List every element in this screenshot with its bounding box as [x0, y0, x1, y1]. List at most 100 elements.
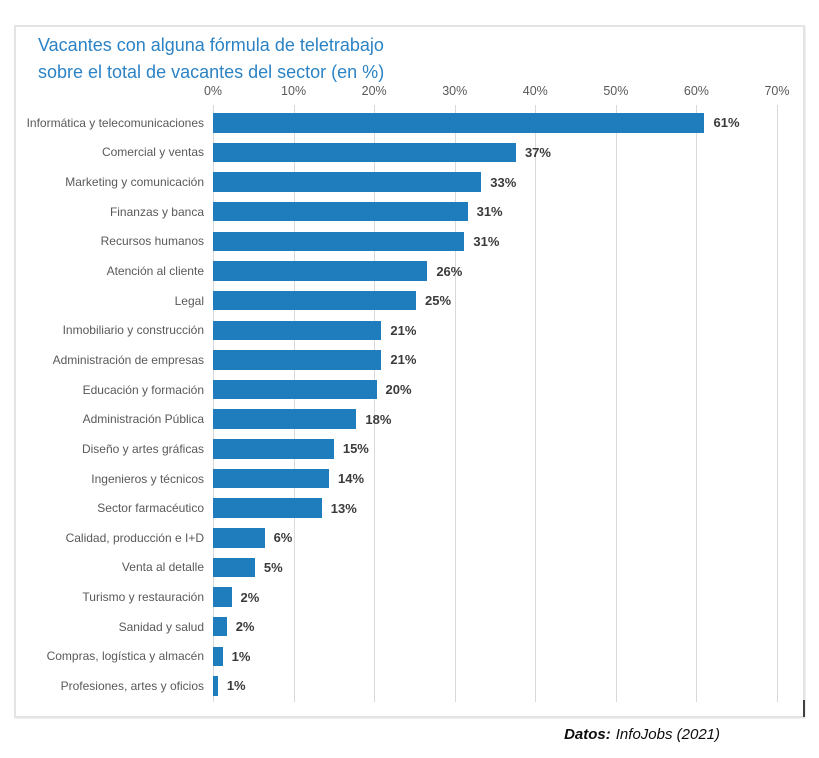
value-label: 1% — [231, 648, 251, 664]
value-label: 2% — [240, 589, 260, 605]
x-tick-label: 70% — [764, 84, 790, 98]
category-label: Sanidad y salud — [118, 619, 204, 634]
category-label: Informática y telecomunicaciones — [26, 115, 204, 130]
gridline-10% — [293, 105, 295, 702]
axis-end-tick — [803, 700, 805, 717]
value-label: 15% — [342, 441, 369, 457]
bar-row: Sanidad y salud 2% — [16, 612, 803, 642]
bar-row: Compras, logística y almacén 1% — [16, 642, 803, 672]
gridline-40% — [535, 105, 537, 702]
bar-row: Ingenieros y técnicos 14% — [16, 464, 803, 494]
category-label: Calidad, producción e I+D — [65, 530, 204, 545]
category-label: Legal — [174, 293, 204, 308]
bar — [213, 261, 428, 281]
value-label: 1% — [226, 678, 246, 694]
gridline-30% — [454, 105, 456, 702]
bar — [213, 676, 218, 696]
bar-row: Atención al cliente 26% — [16, 256, 803, 286]
bar-row: Profesiones, artes y oficios 1% — [16, 671, 803, 701]
source-note: Datos: InfoJobs (2021) — [564, 726, 720, 743]
bar-rows: Informática y telecomunicaciones 61% Comer… — [16, 108, 803, 701]
x-tick-label: 20% — [361, 84, 387, 98]
bar-row: Venta al detalle 5% — [16, 553, 803, 583]
bar-row: Inmobiliario y construcción 21% — [16, 315, 803, 345]
bar — [213, 646, 223, 667]
value-label: 33% — [490, 174, 517, 190]
bar — [213, 113, 705, 133]
value-label: 31% — [473, 233, 500, 249]
chart-title-line2: sobre el total de vacantes del sector (e… — [38, 62, 385, 82]
bar — [213, 231, 465, 252]
category-label: Sector farmacéutico — [97, 501, 204, 516]
value-label: 20% — [385, 382, 412, 398]
x-tick-label: 60% — [683, 84, 709, 98]
value-label: 37% — [524, 144, 551, 160]
value-label: 2% — [235, 619, 255, 635]
bar — [213, 439, 334, 459]
bar-row: Calidad, producción e I+D 6% — [16, 523, 803, 553]
value-label: 25% — [425, 293, 452, 309]
bar — [213, 379, 377, 400]
x-tick-label: 0% — [203, 84, 223, 98]
bar — [213, 142, 516, 163]
value-label: 26% — [436, 263, 463, 279]
category-label: Administración Pública — [82, 412, 204, 427]
bar — [213, 557, 255, 578]
chart-title-line1: Vacantes con alguna fórmula de teletraba… — [38, 35, 384, 55]
category-label: Inmobiliario y construcción — [62, 323, 204, 338]
bar-row: Administración de empresas 21% — [16, 345, 803, 375]
value-label: 18% — [365, 411, 392, 427]
category-label: Compras, logística y almacén — [46, 649, 204, 664]
value-label: 21% — [390, 352, 417, 368]
chart-title: Vacantes con alguna fórmula de teletraba… — [38, 32, 384, 86]
gridline-0% — [213, 105, 214, 702]
category-label: Marketing y comunicación — [65, 175, 204, 190]
bar — [213, 587, 232, 607]
category-label: Finanzas y banca — [109, 204, 204, 219]
bar-row: Comercial y ventas 37% — [16, 138, 803, 168]
gridline-60% — [696, 105, 698, 702]
category-label: Profesiones, artes y oficios — [60, 678, 204, 693]
category-label: Diseño y artes gráficas — [81, 441, 204, 456]
source-note-label: Datos: — [564, 726, 611, 743]
gridline-70% — [777, 105, 778, 702]
source-note-value: InfoJobs (2021) — [615, 726, 720, 743]
bar — [213, 528, 265, 548]
category-label: Atención al cliente — [106, 264, 204, 279]
value-label: 31% — [476, 204, 503, 220]
bar-row: Recursos humanos 31% — [16, 227, 803, 257]
value-label: 21% — [390, 322, 417, 338]
bar-row: Finanzas y banca 31% — [16, 197, 803, 227]
value-label: 5% — [263, 559, 283, 575]
value-label: 61% — [713, 115, 740, 131]
x-tick-label: 30% — [442, 84, 468, 98]
category-label: Educación y formación — [82, 382, 204, 397]
bar-row: Administración Pública 18% — [16, 404, 803, 434]
bar — [213, 409, 357, 429]
x-tick-label: 40% — [522, 84, 548, 98]
category-label: Recursos humanos — [100, 234, 204, 249]
bar-row: Legal 25% — [16, 286, 803, 316]
value-label: 14% — [338, 471, 365, 486]
gridlines — [16, 27, 803, 716]
bar — [213, 616, 227, 637]
value-label: 6% — [273, 530, 293, 546]
category-label: Turismo y restauración — [82, 590, 204, 605]
x-tick-label: 10% — [281, 84, 307, 98]
bar — [213, 201, 468, 222]
gridline-50% — [615, 105, 617, 702]
bar — [213, 498, 322, 518]
gridline-20% — [374, 105, 376, 702]
bar — [213, 468, 330, 489]
bar — [213, 172, 482, 192]
bar-row: Informática y telecomunicaciones 61% — [16, 108, 803, 138]
category-label: Comercial y ventas — [101, 145, 204, 160]
category-label: Venta al detalle — [121, 560, 204, 575]
bar — [213, 350, 382, 370]
bar — [213, 290, 417, 311]
value-label: 13% — [330, 500, 357, 516]
bar-row: Turismo y restauración 2% — [16, 582, 803, 612]
bar-row: Marketing y comunicación 33% — [16, 167, 803, 197]
chart-container: Vacantes con alguna fórmula de teletraba… — [14, 25, 805, 718]
